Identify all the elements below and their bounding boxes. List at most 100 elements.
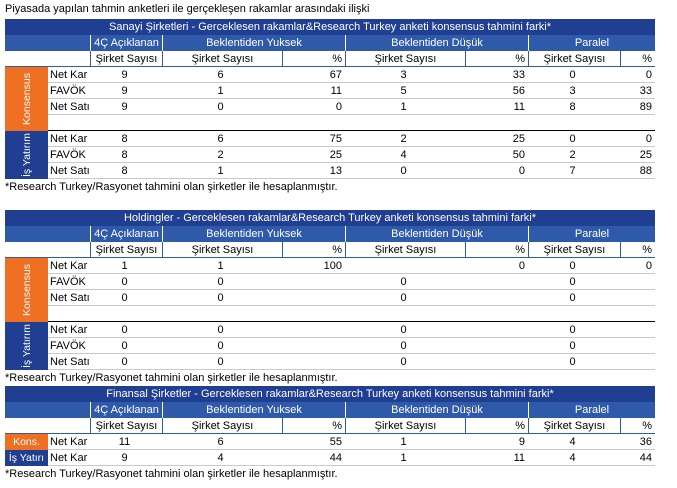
cell: 11	[513, 452, 525, 464]
section-label-text: İş Yatırım	[20, 324, 33, 368]
cell: 0	[518, 165, 525, 177]
table-title: Finansal Şirketler - Gerceklesen rakamla…	[5, 386, 655, 402]
row-label: Net Satış	[50, 292, 90, 304]
row-label: Net Kar	[50, 260, 88, 272]
cell: 8	[121, 165, 128, 177]
group-header: Beklentiden Düşük	[345, 35, 528, 51]
subheader: %	[620, 51, 655, 67]
cell: 11	[513, 101, 525, 113]
subheader: Şirket Sayısı	[345, 51, 465, 67]
subheader: %	[282, 242, 345, 258]
group-header: Beklentiden Düşük	[345, 402, 528, 418]
cell: 9	[518, 436, 525, 448]
group-header: Beklentiden Yuksek	[162, 35, 345, 51]
group-header: Beklentiden Yuksek	[162, 226, 345, 242]
group-header: Paralel	[528, 402, 655, 418]
cell: 6	[217, 133, 224, 145]
subheader: Şirket Sayısı	[528, 418, 620, 434]
cell: 0	[400, 276, 407, 288]
section-label: İş Yatırım	[5, 131, 48, 179]
row-label: Net Satış	[50, 165, 90, 177]
section-label-text: İş Yatırım	[20, 133, 33, 177]
cell: 4	[217, 452, 224, 464]
row-label: Net Kar	[50, 133, 88, 145]
subheader: Şirket Sayısı	[162, 242, 282, 258]
subheader: Şirket Sayısı	[90, 51, 162, 67]
group-header: Paralel	[528, 35, 655, 51]
cell: 0	[569, 340, 576, 352]
cell: 0	[569, 276, 576, 288]
subheader: %	[465, 242, 528, 258]
cell: 0	[121, 340, 128, 352]
cell: 50	[512, 149, 525, 161]
cell: 33	[512, 69, 525, 81]
cell: 11	[330, 85, 342, 97]
cell: 0	[121, 324, 128, 336]
cell: 2	[569, 149, 576, 161]
cell: 0	[569, 292, 576, 304]
cell: 3	[569, 85, 576, 97]
section-label: İş Yatırım	[5, 322, 48, 370]
cell: 0	[518, 260, 525, 272]
subheader: Şirket Sayısı	[345, 242, 465, 258]
row-label: Net Satış	[50, 101, 90, 113]
group-header: Paralel	[528, 226, 655, 242]
cell: 2	[217, 149, 224, 161]
row-label: Net Kar	[50, 324, 88, 336]
data-row	[48, 99, 655, 115]
group-header: 4Ç Açıklanan	[90, 402, 162, 418]
subheader: %	[465, 418, 528, 434]
subheader-row	[5, 418, 655, 434]
cell: 4	[569, 436, 576, 448]
section-label-text: Konsensus	[20, 73, 33, 125]
cell: 11	[118, 436, 131, 448]
row-label: Net Kar	[50, 436, 88, 448]
cell: 67	[329, 69, 342, 81]
cell: 0	[217, 292, 224, 304]
subheader: %	[282, 51, 345, 67]
row-label: Net Kar	[50, 69, 88, 81]
cell: 0	[645, 260, 652, 272]
cell: 1	[400, 436, 407, 448]
data-row	[48, 147, 655, 163]
cell: 4	[569, 452, 576, 464]
data-row	[48, 434, 655, 450]
cell: 5	[400, 85, 407, 97]
cell: 0	[400, 165, 407, 177]
subheader: Şirket Sayısı	[528, 51, 620, 67]
data-row	[48, 83, 655, 99]
subheader: Şirket Sayısı	[345, 418, 465, 434]
row-label: FAVÖK	[50, 276, 86, 288]
cell: 0	[121, 276, 128, 288]
data-row	[48, 258, 655, 274]
data-row	[48, 131, 655, 147]
cell: 9	[121, 101, 128, 113]
section-label: Kons.	[5, 434, 48, 450]
data-row	[48, 322, 655, 338]
cell: 100	[323, 260, 342, 272]
group-header: 4Ç Açıklanan	[90, 226, 162, 242]
cell: 0	[645, 133, 652, 145]
cell: 0	[121, 356, 128, 368]
cell: 0	[569, 69, 576, 81]
cell: 0	[217, 340, 224, 352]
gap-row	[48, 115, 655, 131]
cell: 8	[121, 133, 128, 145]
cell: 0	[335, 101, 342, 113]
footnote: *Research Turkey/Rasyonet tahmini olan ş…	[5, 181, 338, 193]
cell: 55	[329, 436, 342, 448]
subheader: Şirket Sayısı	[90, 418, 162, 434]
cell: 9	[121, 452, 128, 464]
cell: 6	[217, 436, 224, 448]
cell: 0	[645, 69, 652, 81]
cell: 0	[569, 260, 576, 272]
group-header: Beklentiden Düşük	[345, 226, 528, 242]
cell: 0	[400, 356, 407, 368]
header-row	[5, 35, 655, 51]
section-label: Konsensus	[5, 67, 48, 131]
cell: 0	[400, 340, 407, 352]
cell: 9	[121, 85, 128, 97]
page-title: Piyasada yapılan tahmin anketleri ile ge…	[5, 3, 370, 15]
data-row	[48, 354, 655, 370]
